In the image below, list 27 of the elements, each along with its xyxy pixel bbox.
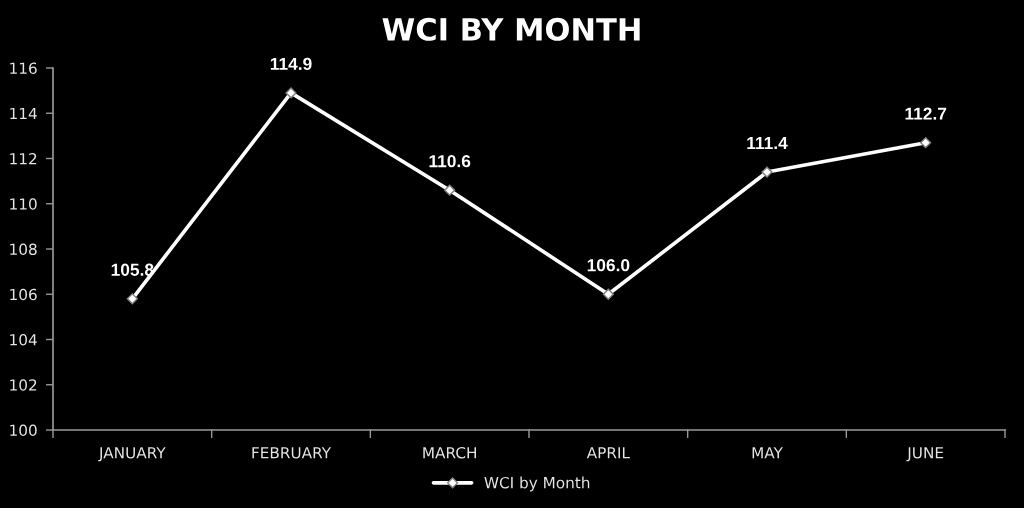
- data-label: 111.4: [747, 137, 788, 150]
- x-tick-label: FEBRUARY: [252, 447, 332, 459]
- y-tick-label: 108: [10, 243, 37, 256]
- y-tick-label: 104: [10, 333, 37, 346]
- data-label: 110.6: [429, 155, 471, 168]
- x-tick-label: JUNE: [906, 447, 944, 462]
- chart-title: WCI BY MONTH: [382, 17, 640, 41]
- data-label: 106.0: [587, 259, 630, 272]
- point: [285, 87, 297, 99]
- x-tick-label: APRIL: [586, 447, 630, 459]
- y-tick-label: 114: [10, 107, 37, 120]
- x-tick-label: MARCH: [423, 446, 476, 459]
- point: [126, 293, 138, 305]
- y-tick-label: 102: [10, 379, 37, 391]
- point: [602, 288, 614, 300]
- point: [920, 137, 932, 149]
- data-label: 112.7: [905, 107, 947, 120]
- point: [444, 184, 456, 196]
- y-tick-label: 106: [10, 288, 37, 301]
- y-tick-label: 116: [10, 62, 37, 75]
- y-tick-label: 110: [10, 198, 37, 210]
- y-tick-label: 112: [10, 152, 37, 165]
- x-tick-label: MAY: [752, 447, 783, 459]
- x-tick-label: JANUARY: [98, 447, 166, 462]
- legend-label: WCI by Month: [484, 476, 590, 492]
- data-label: 114.9: [270, 57, 312, 71]
- y-tick-label: 100: [10, 424, 37, 437]
